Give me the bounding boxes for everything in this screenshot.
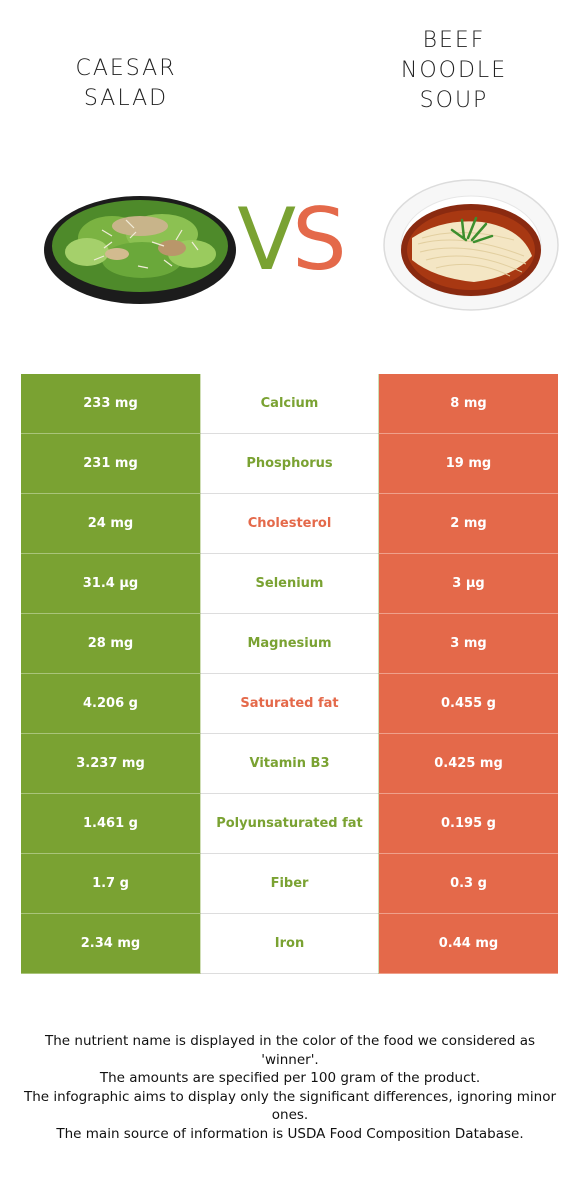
nutrient-name: Calcium — [200, 374, 379, 433]
row-divider — [379, 913, 558, 914]
nutrient-name: Cholesterol — [200, 494, 379, 553]
row-divider — [21, 853, 200, 854]
table-row: 4.206 g Saturated fat 0.455 g — [21, 674, 558, 734]
table-row: 3.237 mg Vitamin B3 0.425 mg — [21, 734, 558, 794]
nutrient-name: Phosphorus — [200, 434, 379, 493]
row-divider — [200, 673, 379, 674]
footnote-line: The amounts are specified per 100 gram o… — [99, 1070, 481, 1086]
row-divider — [21, 493, 200, 494]
nutrient-name: Fiber — [200, 854, 379, 913]
caesar-salad-value: 3.237 mg — [21, 734, 200, 793]
column-border — [378, 374, 379, 974]
footnote: The nutrient name is displayed in the co… — [20, 1032, 560, 1143]
row-divider — [200, 553, 379, 554]
caesar-salad-value: 233 mg — [21, 374, 200, 433]
row-divider — [379, 433, 558, 434]
table-row: 231 mg Phosphorus 19 mg — [21, 434, 558, 494]
row-divider — [21, 433, 200, 434]
nutrient-comparison-table: 233 mg Calcium 8 mg 231 mg Phosphorus 19 mg 24… — [21, 374, 558, 974]
row-divider — [379, 673, 558, 674]
nutrient-name: Magnesium — [200, 614, 379, 673]
caesar-salad-value: 1.461 g — [21, 794, 200, 853]
caesar-salad-value: 231 mg — [21, 434, 200, 493]
column-border — [200, 374, 201, 974]
row-divider — [21, 793, 200, 794]
row-divider — [21, 973, 200, 974]
row-divider — [21, 553, 200, 554]
caesar-salad-value: 31.4 µg — [21, 554, 200, 613]
row-divider — [379, 853, 558, 854]
table-row: 31.4 µg Selenium 3 µg — [21, 554, 558, 614]
nutrient-name: Selenium — [200, 554, 379, 613]
beef-noodle-soup-value: 3 µg — [379, 554, 558, 613]
row-divider — [200, 913, 379, 914]
caesar-salad-image — [44, 196, 236, 304]
beef-noodle-soup-value: 0.195 g — [379, 794, 558, 853]
row-divider — [379, 613, 558, 614]
caesar-salad-value: 24 mg — [21, 494, 200, 553]
caesar-salad-value: 2.34 mg — [21, 914, 200, 973]
row-divider — [200, 793, 379, 794]
right-food-title: BEEF NOODLE SOUP — [400, 28, 508, 113]
beef-noodle-soup-value: 8 mg — [379, 374, 558, 433]
row-divider — [379, 493, 558, 494]
row-divider — [379, 793, 558, 794]
table-row: 1.7 g Fiber 0.3 g — [21, 854, 558, 914]
table-row: 24 mg Cholesterol 2 mg — [21, 494, 558, 554]
row-divider — [379, 553, 558, 554]
row-divider — [200, 433, 379, 434]
nutrient-name: Saturated fat — [200, 674, 379, 733]
row-divider — [379, 733, 558, 734]
table-row: 233 mg Calcium 8 mg — [21, 374, 558, 434]
footnote-line: The infographic aims to display only the… — [23, 1088, 557, 1124]
caesar-salad-value: 28 mg — [21, 614, 200, 673]
row-divider — [21, 733, 200, 734]
row-divider — [200, 613, 379, 614]
caesar-salad-value: 4.206 g — [21, 674, 200, 733]
beef-noodle-soup-value: 0.425 mg — [379, 734, 558, 793]
row-divider — [21, 913, 200, 914]
table-row: 2.34 mg Iron 0.44 mg — [21, 914, 558, 974]
beef-noodle-soup-value: 0.455 g — [379, 674, 558, 733]
caesar-salad-value: 1.7 g — [21, 854, 200, 913]
beef-noodle-soup-value: 0.44 mg — [379, 914, 558, 973]
beef-noodle-soup-value: 2 mg — [379, 494, 558, 553]
footnote-line: The main source of information is USDA F… — [56, 1125, 524, 1142]
row-divider — [200, 493, 379, 494]
row-divider — [21, 613, 200, 614]
row-divider — [21, 673, 200, 674]
row-divider — [379, 973, 558, 974]
nutrient-name: Polyunsaturated fat — [200, 794, 379, 853]
table-row: 28 mg Magnesium 3 mg — [21, 614, 558, 674]
beef-noodle-soup-value: 19 mg — [379, 434, 558, 493]
left-food-title: CAESAR SALAD — [75, 56, 177, 111]
beef-noodle-soup-value: 3 mg — [379, 614, 558, 673]
vs-label: VS — [237, 190, 346, 290]
beef-noodle-soup-value: 0.3 g — [379, 854, 558, 913]
beef-noodle-soup-image — [383, 179, 559, 311]
nutrient-name: Iron — [200, 914, 379, 973]
row-divider — [200, 973, 379, 974]
row-divider — [200, 853, 379, 854]
footnote-line: The nutrient name is displayed in the co… — [44, 1033, 536, 1068]
table-row: 1.461 g Polyunsaturated fat 0.195 g — [21, 794, 558, 854]
row-divider — [200, 733, 379, 734]
nutrient-name: Vitamin B3 — [200, 734, 379, 793]
